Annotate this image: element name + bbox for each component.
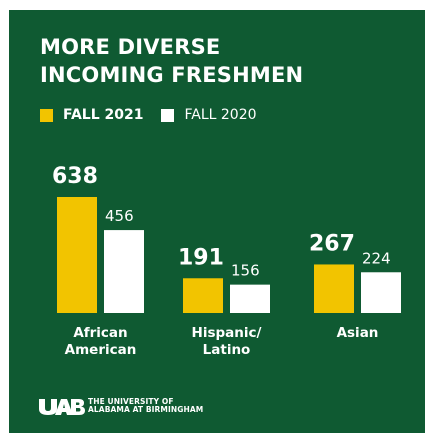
data-label-0-1: 456 [105, 207, 134, 225]
bar-1-1 [230, 284, 270, 313]
data-label-2-1: 224 [362, 249, 391, 267]
title-line-2: INCOMING FRESHMEN [40, 63, 304, 87]
category-label-2-0: Asian [337, 325, 379, 341]
data-label-1-0: 191 [178, 245, 224, 270]
bar-0-0 [57, 197, 97, 313]
bar-0-1 [104, 230, 144, 313]
category-label-0-1: American [65, 342, 137, 358]
chart-legend: FALL 2021 FALL 2020 [40, 107, 275, 123]
bar-1-0 [183, 278, 223, 313]
category-label-1-0: Hispanic/ [192, 325, 262, 341]
logo-text-line-2: ALABAMA AT BIRMINGHAM [88, 405, 204, 414]
legend-swatch-fall-2021 [40, 108, 53, 122]
legend-label-fall-2021: FALL 2021 [63, 107, 144, 123]
chart-title: MORE DIVERSE INCOMING FRESHMEN [40, 33, 303, 89]
logo-text-line-1: THE UNIVERSITY OF [88, 396, 174, 406]
category-label-1-1: Latino [203, 342, 251, 358]
data-label-0-0: 638 [52, 164, 98, 189]
legend-label-fall-2020: FALL 2020 [184, 107, 257, 123]
data-label-1-1: 156 [231, 262, 260, 280]
legend-swatch-fall-2020 [161, 108, 175, 122]
legend-item-fall-2021: FALL 2021 [40, 107, 143, 123]
uab-logo-icon [39, 399, 85, 415]
title-line-1: MORE DIVERSE [40, 35, 221, 59]
data-label-2-0: 267 [309, 231, 355, 256]
bar-2-1 [361, 272, 401, 313]
bar-2-0 [314, 264, 354, 313]
legend-item-fall-2020: FALL 2020 [161, 107, 257, 123]
category-label-0-0: African [73, 325, 127, 341]
logo-text: THE UNIVERSITY OF ALABAMA AT BIRMINGHAM [88, 396, 204, 415]
uab-logo: THE UNIVERSITY OF ALABAMA AT BIRMINGHAM [38, 397, 203, 415]
